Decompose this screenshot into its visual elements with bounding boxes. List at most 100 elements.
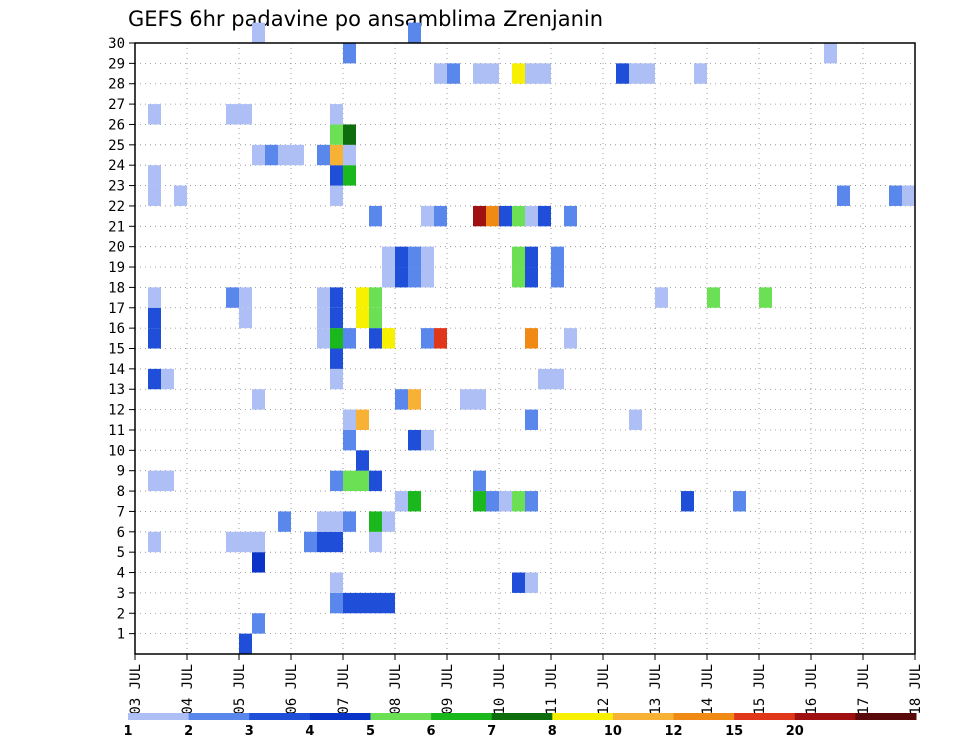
- precip-cell: [538, 368, 551, 390]
- y-tick-label: 28: [108, 77, 125, 93]
- legend-label: 3: [245, 724, 254, 739]
- precip-cell: [252, 531, 265, 553]
- precip-cell: [148, 165, 161, 186]
- precip-cell: [252, 613, 265, 634]
- x-tick-label: 03 JUL: [128, 664, 144, 715]
- legend-swatch: [734, 713, 796, 720]
- precip-cell: [681, 491, 694, 512]
- precip-cell: [512, 63, 525, 84]
- precip-cell: [382, 267, 395, 288]
- precip-cell: [525, 572, 538, 593]
- y-tick-label: 5: [117, 545, 125, 561]
- precip-cell: [889, 185, 902, 206]
- precip-cell: [551, 267, 564, 288]
- legend-label: 15: [725, 724, 743, 739]
- precip-cell: [473, 389, 486, 410]
- precip-cell: [395, 389, 408, 410]
- precip-cell: [317, 144, 330, 166]
- precip-cell: [239, 633, 252, 654]
- precip-cell: [317, 531, 330, 553]
- y-tick-label: 26: [108, 117, 125, 133]
- x-tick-label: 17 JUL: [856, 664, 872, 715]
- precip-cell: [642, 63, 655, 84]
- precip-cell: [824, 43, 837, 64]
- y-tick-label: 2: [117, 606, 125, 622]
- legend-label: 6: [427, 724, 436, 739]
- precip-cell: [525, 267, 538, 288]
- precip-cell: [525, 491, 538, 512]
- y-tick-label: 8: [117, 484, 125, 500]
- precip-cell: [369, 531, 382, 553]
- legend-label: 8: [548, 724, 557, 739]
- precip-cell: [538, 205, 551, 227]
- y-tick-label: 17: [108, 301, 125, 317]
- precip-cell: [616, 63, 629, 84]
- precip-cell: [239, 307, 252, 329]
- precip-cell: [330, 307, 343, 329]
- precip-cell: [265, 144, 278, 166]
- legend-label: 10: [604, 724, 622, 739]
- precip-cell: [148, 287, 161, 308]
- x-tick-label: 09 JUL: [440, 664, 456, 715]
- precip-cell: [148, 307, 161, 329]
- precip-cell: [252, 552, 265, 573]
- precip-cell: [512, 246, 525, 268]
- precip-cell: [382, 511, 395, 532]
- precip-cell: [239, 531, 252, 553]
- precip-cell: [330, 104, 343, 125]
- y-tick-label: 9: [117, 464, 125, 480]
- legend-label: 4: [305, 724, 314, 739]
- precip-cell: [694, 63, 707, 84]
- precip-cell: [629, 409, 642, 430]
- precip-cell: [226, 104, 239, 125]
- y-tick-label: 7: [117, 504, 125, 520]
- y-tick-label: 24: [108, 158, 125, 174]
- precip-cell: [330, 185, 343, 206]
- precip-cell: [330, 368, 343, 390]
- y-tick-label: 25: [108, 138, 125, 154]
- precip-cell: [343, 165, 356, 186]
- legend-swatch: [491, 713, 553, 720]
- precip-cell: [382, 246, 395, 268]
- precip-cell: [486, 63, 499, 84]
- precip-cell: [369, 205, 382, 227]
- legend-label: 12: [664, 724, 682, 739]
- chart-title: GEFS 6hr padavine po ansamblima Zrenjani…: [128, 7, 603, 31]
- precip-cell: [512, 491, 525, 512]
- precip-cell: [226, 531, 239, 553]
- precip-cell: [408, 389, 421, 410]
- precip-cell: [343, 328, 356, 349]
- precip-cell: [733, 491, 746, 512]
- precip-cell: [564, 205, 577, 227]
- legend-label: 2: [184, 724, 193, 739]
- precip-cell: [525, 409, 538, 430]
- precip-cell: [330, 348, 343, 369]
- legend-label: 20: [786, 724, 804, 739]
- y-tick-label: 15: [108, 342, 125, 358]
- precip-cell: [148, 531, 161, 553]
- precip-cell: [551, 368, 564, 390]
- precip-cell: [148, 328, 161, 349]
- precip-cell: [148, 470, 161, 492]
- legend-swatch: [128, 713, 190, 720]
- precip-cell: [148, 185, 161, 206]
- y-tick-label: 16: [108, 321, 125, 337]
- precip-cell: [356, 450, 369, 471]
- precip-cell: [239, 104, 252, 125]
- precip-cell: [707, 287, 720, 308]
- precip-cell: [161, 368, 174, 390]
- precip-cell: [473, 491, 486, 512]
- precip-cell: [161, 470, 174, 492]
- precip-cell: [447, 63, 460, 84]
- precip-cell: [343, 409, 356, 430]
- precip-cell: [421, 328, 434, 349]
- precip-cell: [330, 592, 343, 614]
- x-tick-label: 15 JUL: [752, 664, 768, 715]
- precip-cell: [343, 470, 356, 492]
- y-tick-label: 1: [117, 627, 125, 643]
- precip-cell: [408, 246, 421, 268]
- precip-cell: [512, 267, 525, 288]
- color-legend: 1 2 3 4 5 6 7 8 10 12 15 20: [123, 713, 917, 739]
- precip-cell: [304, 531, 317, 553]
- precip-cell: [837, 185, 850, 206]
